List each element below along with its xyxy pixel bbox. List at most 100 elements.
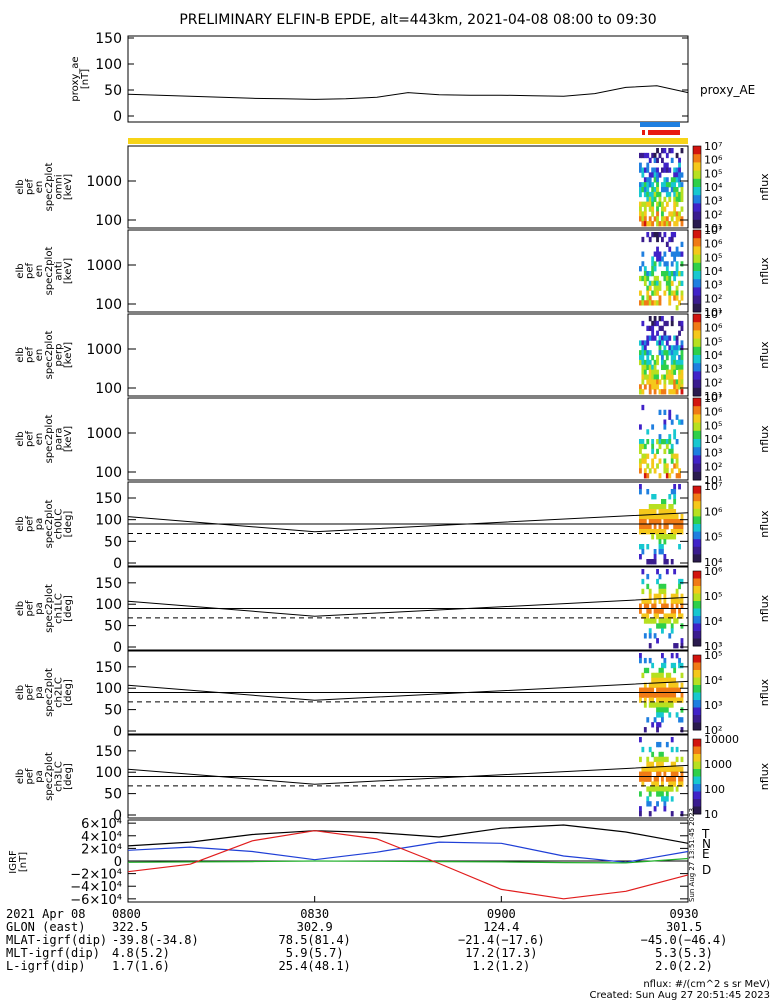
spectrogram-pixel xyxy=(680,172,684,178)
spectrogram-pixel xyxy=(663,559,667,565)
spectrogram-pixel xyxy=(663,232,667,238)
colorbar-cell xyxy=(693,750,701,753)
spectrogram-pixel xyxy=(643,374,647,380)
spectrogram-pixel xyxy=(653,316,657,322)
spectrogram-pixel xyxy=(646,559,650,565)
spectrogram-pixel xyxy=(670,766,674,772)
spectrogram-pixel xyxy=(656,761,659,768)
spectrogram-pixel xyxy=(661,340,664,346)
axis-value-glon: 302.9 xyxy=(297,920,333,934)
colorbar-cell xyxy=(693,726,701,729)
spectrogram-pixel xyxy=(658,519,662,525)
colorbar-label: 10⁴ xyxy=(704,181,723,194)
spectrogram-pixel xyxy=(680,519,684,525)
spectrogram-pixel xyxy=(653,598,657,604)
colorbar-cell xyxy=(693,707,701,710)
colorbar-cell xyxy=(693,342,701,346)
spectrogram-pixel xyxy=(670,389,674,395)
spectrogram-pixel xyxy=(648,682,652,688)
spectrogram-pixel xyxy=(665,534,669,540)
spectrogram-pixel xyxy=(668,409,672,416)
spectrogram-pixel xyxy=(673,643,677,649)
spectrogram-pixel xyxy=(670,448,674,455)
colorbar-cell xyxy=(693,426,701,430)
spectrogram-pixel xyxy=(653,364,657,371)
colorbar-cell xyxy=(693,690,701,693)
spectrogram-pixel xyxy=(643,657,647,664)
ylabel-line: IGRF xyxy=(8,850,19,874)
spectrogram-pixel xyxy=(641,355,645,361)
spectrogram-pixel xyxy=(658,335,662,341)
spectrogram-pixel xyxy=(658,761,662,768)
spectrogram-pixel xyxy=(656,613,659,619)
spectrogram-pixel xyxy=(661,628,664,634)
colorbar-cell xyxy=(693,576,701,579)
colorbar-cell xyxy=(693,722,701,725)
colorbar-cell xyxy=(693,359,701,362)
spectrogram-pixel xyxy=(653,216,657,222)
spectrogram-pixel xyxy=(643,211,647,217)
spectrogram-pixel xyxy=(670,776,674,782)
colorbar-cell xyxy=(693,166,701,170)
spectrogram-pixel xyxy=(678,697,681,703)
spectrogram-pixel xyxy=(651,662,655,669)
spectrogram-pixel xyxy=(641,236,645,243)
colorbar-cell xyxy=(693,262,701,266)
spectrogram-pixel xyxy=(663,657,667,664)
colorbar-cell xyxy=(693,174,701,178)
colorbar-label: 10¹ xyxy=(704,306,722,319)
colorbar-title-g: nflux xyxy=(758,678,771,706)
colorbar-cell xyxy=(693,457,701,460)
spectrogram-pixel xyxy=(656,275,659,282)
spectrogram-pixel xyxy=(665,509,669,515)
colorbar-cell xyxy=(693,369,701,372)
spectrogram-pixel xyxy=(675,643,679,649)
spectrogram-pixel xyxy=(665,320,669,327)
spectrogram-pixel xyxy=(673,364,677,371)
spectrogram-pixel xyxy=(639,653,642,659)
ylabel-line: para xyxy=(53,428,64,451)
colorbar-cell xyxy=(693,330,701,333)
spectrogram-pixel xyxy=(680,603,684,609)
colorbar-title: nflux xyxy=(758,173,771,201)
colorbar-cell xyxy=(693,197,701,200)
spectrogram-pixel xyxy=(656,374,659,380)
spectrogram-pixel xyxy=(673,434,677,440)
spectrogram-pixel xyxy=(678,216,681,222)
spectrogram-pixel xyxy=(646,300,650,306)
spectrogram-pixel xyxy=(661,514,664,520)
spectrogram-pixel xyxy=(639,776,642,782)
colorbar-cell xyxy=(693,187,701,190)
colorbar-cell xyxy=(693,677,701,680)
spectrogram-pixel xyxy=(673,494,677,500)
spectrogram-pixel xyxy=(663,216,667,222)
spectrogram-pixel xyxy=(663,374,667,380)
spectrogram-pixel xyxy=(668,633,672,639)
spectrogram-pixel xyxy=(670,746,674,753)
colorbar-cell xyxy=(693,686,701,690)
spectrogram-pixel xyxy=(661,549,664,555)
spectrogram-pixel xyxy=(651,271,655,277)
colorbar-cell xyxy=(693,230,701,233)
spectrogram-pixel xyxy=(658,389,662,395)
spectrogram-pixel xyxy=(678,182,681,188)
spectrogram-pixel xyxy=(643,216,647,222)
colorbar-cell xyxy=(693,240,701,243)
colorbar-cell xyxy=(693,408,701,411)
y-tick-label: −6×10⁴ xyxy=(70,893,122,908)
colorbar-frame xyxy=(692,485,702,563)
spectrogram-pixel xyxy=(661,751,664,758)
colorbar-cell xyxy=(693,424,701,428)
ylabel-line: pef xyxy=(25,347,36,364)
red-phase-tick xyxy=(642,130,645,135)
spectrogram-pixel xyxy=(668,246,672,252)
igrf-line-D xyxy=(127,830,689,900)
spectrogram-pixel xyxy=(680,598,684,604)
spectrogram-pixel xyxy=(643,633,647,639)
spectrogram-pixel xyxy=(658,682,662,688)
spectrogram-pixel xyxy=(648,529,652,535)
spectrogram-pixel xyxy=(665,182,669,188)
colorbar-frame xyxy=(692,570,702,647)
spectrogram-pixel xyxy=(641,692,645,698)
